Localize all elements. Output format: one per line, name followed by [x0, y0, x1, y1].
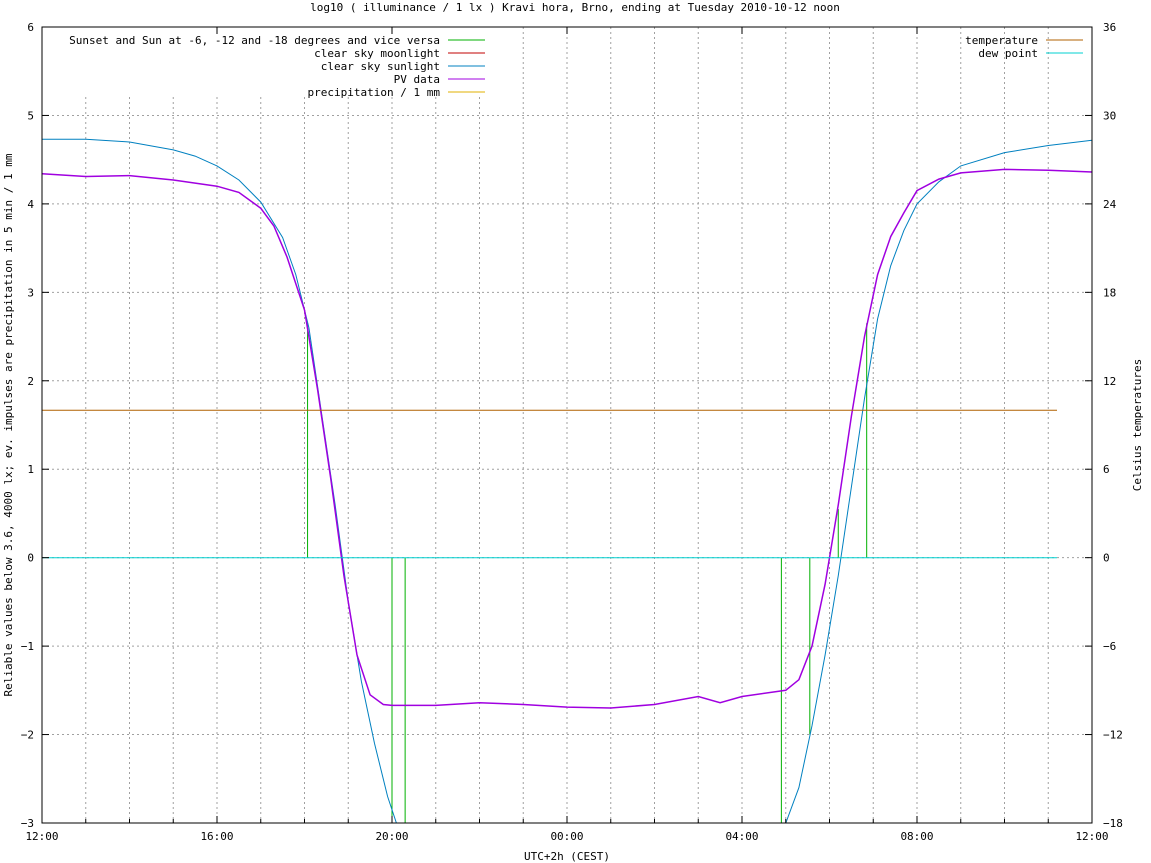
legend-left: Sunset and Sun at -6, -12 and -18 degree… [69, 34, 485, 99]
legend-label: precipitation / 1 mm [308, 86, 441, 99]
y-tick-label: 3 [27, 286, 34, 299]
legend-label: temperature [965, 34, 1038, 47]
y-tick-label: 0 [27, 552, 34, 565]
x-tick-label: 00:00 [550, 830, 583, 843]
y2-tick-label: −18 [1103, 817, 1123, 830]
series-clip-group [42, 138, 1092, 823]
x-axis-label: UTC+2h (CEST) [524, 850, 610, 863]
chart-title: log10 ( illuminance / 1 lx ) Kravi hora,… [310, 1, 840, 14]
x-tick-label: 12:00 [25, 830, 58, 843]
y-tick-label: 2 [27, 375, 34, 388]
y2-tick-label: 18 [1103, 286, 1116, 299]
x-tick-label: 16:00 [200, 830, 233, 843]
y2-tick-label: 0 [1103, 552, 1110, 565]
y-tick-label: 4 [27, 198, 34, 211]
y-tick-label: 5 [27, 109, 34, 122]
series-line-pv_data [42, 168, 1092, 709]
legend-label: dew point [978, 47, 1038, 60]
ticks: 12:00 16:00 20:00 00:00 04:00 08:00 12:00 6 5 4 3 2… [21, 21, 1123, 843]
grid [42, 27, 1092, 823]
y2-tick-label: 12 [1103, 375, 1116, 388]
y2-tick-label: −12 [1103, 729, 1123, 742]
y2-tick-label: 6 [1103, 463, 1110, 476]
y-tick-label: 1 [27, 463, 34, 476]
y2-tick-label: 24 [1103, 198, 1117, 211]
series-line-sunlight [42, 138, 397, 823]
legend-label: PV data [394, 73, 440, 86]
y2-axis-label: Celsius temperatures [1131, 359, 1144, 491]
x-tick-label: 20:00 [375, 830, 408, 843]
legend-label: Sunset and Sun at -6, -12 and -18 degree… [69, 34, 440, 47]
y2-tick-label: 36 [1103, 21, 1116, 34]
x-tick-label: 08:00 [900, 830, 933, 843]
x-tick-label: 04:00 [725, 830, 758, 843]
y2-tick-label: −6 [1103, 640, 1116, 653]
y2-tick-label: 30 [1103, 109, 1116, 122]
y-tick-label: 6 [27, 21, 34, 34]
series-layer [42, 138, 1092, 823]
y-tick-label: −3 [21, 817, 34, 830]
series-line-sunlight_morning [785, 139, 1092, 823]
y-axis-label: Reliable values below 3.6, 4000 lx; ev. … [2, 153, 15, 696]
y-tick-label: −1 [21, 640, 34, 653]
y-tick-label: −2 [21, 729, 34, 742]
legend-label: clear sky moonlight [314, 47, 440, 60]
legend-label: clear sky sunlight [321, 60, 440, 73]
x-tick-label: 12:00 [1075, 830, 1108, 843]
